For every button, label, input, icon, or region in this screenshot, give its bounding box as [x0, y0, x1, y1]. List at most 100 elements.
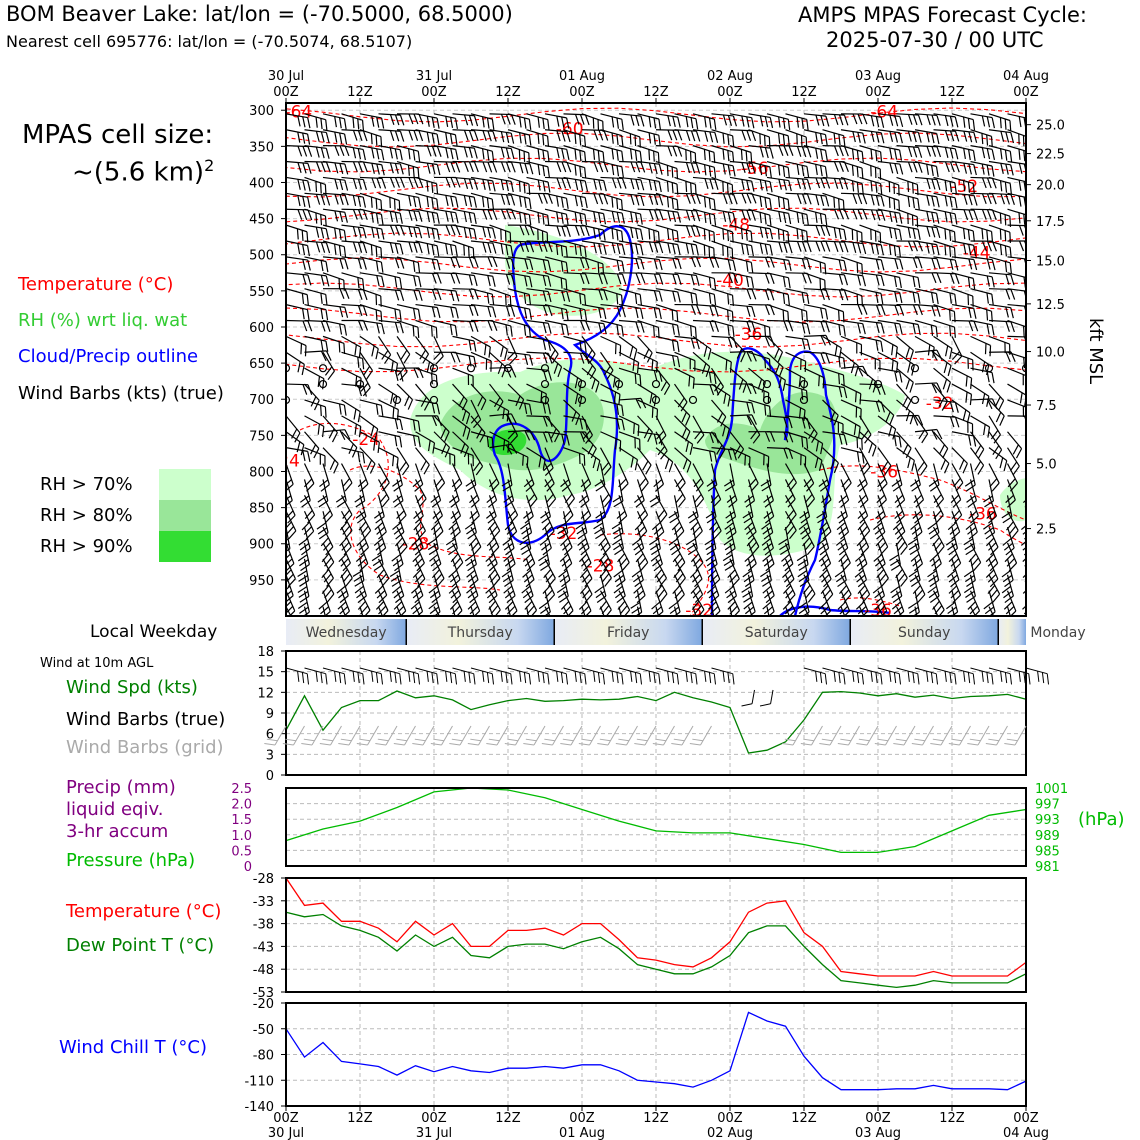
wind-barb-feather: [375, 260, 379, 272]
cross-section-panel: -64-60-64-56-52-48-44-40-36-32-24-24-36-…: [249, 69, 1065, 617]
wind-barb-feather: [381, 164, 385, 176]
wind-barb-staff: [766, 192, 789, 200]
wind-barb-staff: [452, 192, 475, 198]
wind-barb-feather: [598, 130, 604, 141]
wind-barb-staff: [470, 288, 493, 295]
wind-barb-feather: [356, 516, 367, 524]
wind-barb: [322, 256, 349, 270]
wind-barb-feather: [357, 242, 363, 253]
wind-barb-feather: [630, 178, 635, 190]
wind-barb-feather: [362, 209, 368, 221]
wind-barb-feather: [302, 259, 306, 270]
wind-barb-feather: [653, 117, 657, 129]
wind-barb-feather: [302, 244, 306, 256]
wind-barb: [378, 145, 403, 161]
wind-barb-feather: [357, 178, 363, 190]
wind-barb-staff: [415, 240, 438, 247]
wind-barb-feather: [593, 242, 597, 254]
wind-barb-feather: [574, 225, 580, 236]
wind-barb-feather: [917, 229, 921, 240]
wind-barb-feather: [621, 135, 624, 147]
wind-barb-feather: [390, 393, 394, 404]
wind-barb-feather: [370, 133, 373, 145]
wind-barb-staff: [341, 447, 364, 454]
wind-barb-feather: [709, 131, 714, 143]
wind-barb: [341, 145, 366, 161]
wind-barb-feather: [616, 212, 621, 223]
wind-barb-feather: [431, 273, 437, 284]
wind-barb-feather: [518, 399, 525, 410]
wind-barb-feather: [357, 258, 362, 270]
wind-barb-staff: [359, 367, 371, 388]
wind-barb-feather: [695, 244, 699, 256]
wind-barb: [433, 288, 460, 302]
wind-barb-feather: [413, 196, 417, 208]
wind-barb-feather: [668, 601, 678, 610]
wind-barb-feather: [482, 179, 486, 190]
wind-barb-feather: [320, 350, 327, 362]
wind-barb-staff: [396, 304, 419, 310]
wind-barb-feather: [616, 165, 620, 177]
wind-barb: [766, 176, 792, 192]
wind-barb: [411, 574, 424, 604]
wind-barb-feather: [556, 147, 560, 159]
wind-barb: [487, 558, 501, 587]
wind-barb-feather: [820, 195, 825, 206]
wind-barb-staff: [526, 431, 549, 433]
wind-barb-staff: [341, 113, 363, 121]
wind-barb-staff: [525, 511, 533, 533]
wind-barb: [450, 542, 464, 572]
wind-barb-feather: [427, 440, 431, 452]
wind-barb: [297, 542, 310, 572]
wind-barb: [415, 224, 440, 240]
wind-barb-staff: [378, 447, 399, 459]
wind-barb: [359, 113, 385, 129]
wind-barb-feather: [523, 151, 526, 162]
wind-barb-staff: [286, 447, 308, 452]
wind-barb-feather: [899, 323, 903, 335]
wind-barb-feather: [621, 166, 624, 178]
wind-barb-staff: [341, 367, 362, 379]
wind-barb-staff: [415, 192, 437, 200]
wind-barb-staff: [304, 350, 327, 353]
wind-barb: [322, 399, 347, 416]
wind-barb: [654, 558, 668, 587]
wind-barb-feather: [408, 210, 413, 221]
wind-barb-staff: [322, 160, 345, 165]
wind-barb-feather: [843, 241, 849, 253]
wind-barb-feather: [926, 114, 931, 126]
wind-barb-feather: [352, 130, 358, 141]
wind-barb-feather: [634, 135, 637, 147]
wind-barb: [359, 606, 367, 616]
wind-barb-feather: [286, 569, 292, 579]
wind-barb-staff: [526, 224, 548, 234]
wind-barb: [692, 113, 717, 130]
wind-barb-staff: [452, 383, 468, 401]
wind-barb-feather: [727, 150, 730, 162]
wind-barb: [489, 240, 514, 257]
wind-barb-feather: [611, 148, 615, 160]
wind-barb-feather: [325, 148, 330, 159]
wind-barb-feather: [302, 274, 307, 285]
wind-barb-feather: [320, 260, 324, 272]
wind-barb: [856, 526, 870, 556]
wind-barb-feather: [727, 293, 730, 305]
wind-barb: [452, 224, 477, 240]
wind-barb-feather: [426, 361, 431, 373]
wind-barb: [618, 145, 643, 163]
wind-barb: [489, 303, 516, 317]
wind-barb-feather: [430, 558, 440, 567]
wind-barb-feather: [468, 147, 473, 159]
wind-barb: [452, 447, 474, 467]
wind-barb: [655, 304, 679, 323]
wind-barb: [374, 511, 387, 540]
wind-barb-feather: [815, 212, 818, 223]
wind-barb-feather: [465, 413, 471, 425]
wind-barb-feather: [658, 181, 662, 193]
wind-barb: [748, 240, 773, 256]
wind-barb: [339, 526, 352, 556]
wind-barb-feather: [769, 147, 774, 159]
wind-barb-feather: [455, 177, 461, 188]
wind-barb-feather: [417, 327, 420, 338]
wind-barb: [452, 415, 471, 440]
